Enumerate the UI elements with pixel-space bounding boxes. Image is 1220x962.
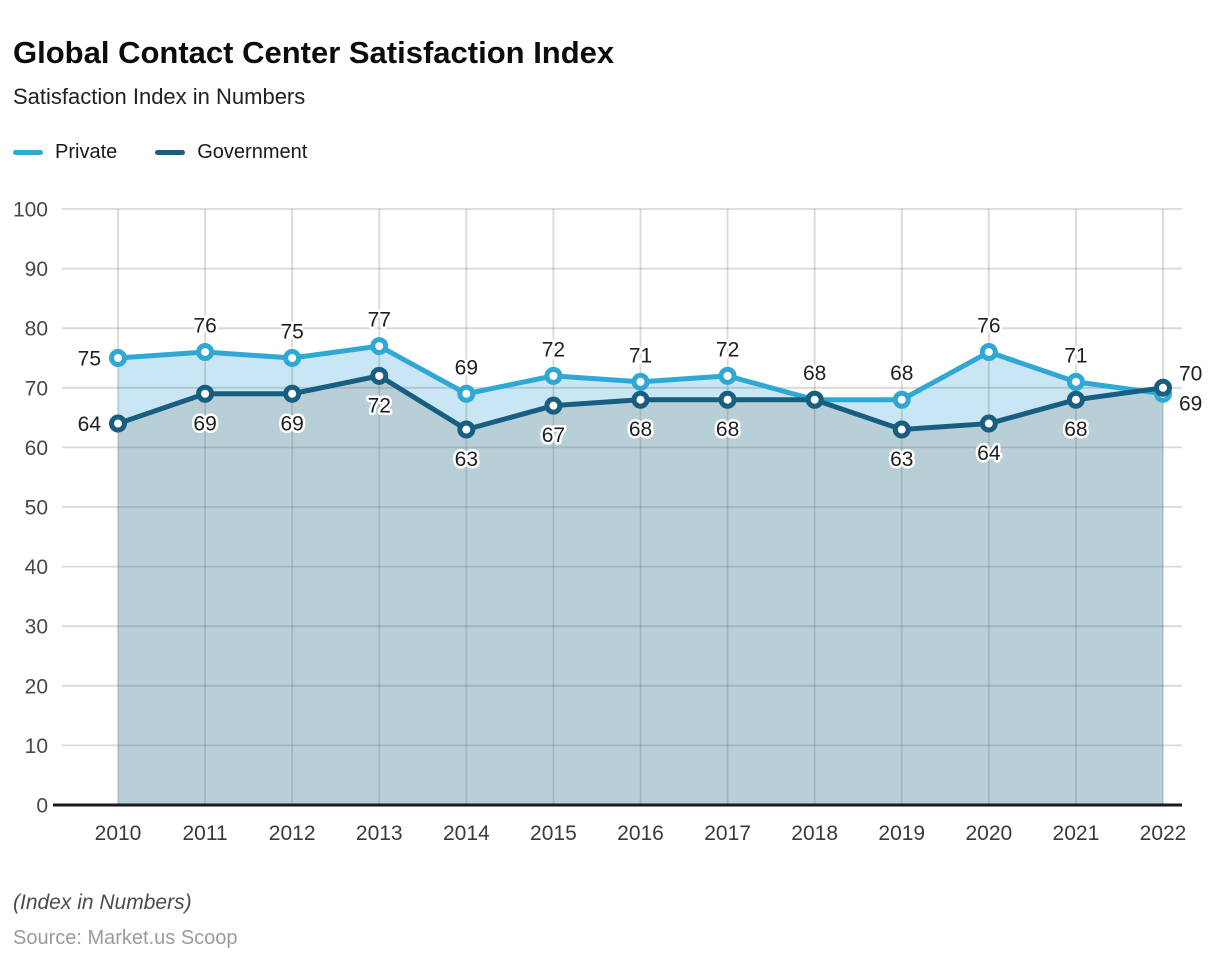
x-tick-label: 2011 (182, 822, 227, 845)
point-private-2017[interactable] (718, 366, 737, 385)
point-private-2014[interactable] (457, 384, 476, 403)
legend-swatch-icon (155, 150, 186, 155)
government-area (118, 375, 1163, 805)
x-tick-label: 2020 (965, 822, 1012, 845)
point-government-2018[interactable] (805, 390, 824, 409)
value-label-private-2013: 77 (368, 309, 391, 332)
value-label-private-2022: 69 (1179, 392, 1202, 415)
x-tick-label: 2019 (878, 822, 925, 845)
x-tick-label: 2010 (95, 822, 142, 845)
y-tick-label: 10 (25, 735, 48, 758)
point-government-2011[interactable] (196, 384, 215, 403)
point-government-2020[interactable] (979, 414, 998, 433)
point-private-2020[interactable] (979, 343, 998, 362)
value-label-private-2021: 71 (1064, 344, 1087, 367)
point-private-2015[interactable] (544, 366, 563, 385)
x-tick-label: 2013 (356, 822, 403, 845)
y-tick-label: 100 (13, 199, 48, 222)
point-private-2021[interactable] (1066, 372, 1085, 391)
x-tick-label: 2014 (443, 822, 490, 845)
value-label-private-2011: 76 (193, 315, 216, 338)
value-label-private-2016: 71 (629, 344, 652, 367)
point-government-2014[interactable] (457, 420, 476, 439)
legend-item-government[interactable]: Government (155, 141, 307, 164)
point-government-2013[interactable] (370, 366, 389, 385)
y-tick-label: 0 (36, 795, 48, 818)
point-government-2012[interactable] (283, 384, 302, 403)
x-tick-label: 2016 (617, 822, 664, 845)
point-private-2012[interactable] (283, 349, 302, 367)
chart-subtitle: Satisfaction Index in Numbers (13, 84, 306, 109)
point-private-2016[interactable] (631, 372, 650, 391)
y-tick-label: 50 (25, 497, 48, 520)
value-label-government-2015: 67 (542, 424, 565, 447)
point-private-2013[interactable] (370, 337, 389, 356)
y-tick-label: 90 (25, 258, 48, 281)
point-government-2015[interactable] (544, 396, 563, 415)
y-tick-label: 80 (25, 318, 48, 341)
point-private-2011[interactable] (196, 343, 215, 362)
legend-item-private[interactable]: Private (13, 141, 117, 164)
value-label-government-2012: 69 (280, 412, 303, 435)
y-tick-label: 40 (25, 556, 48, 579)
value-label-government-2014: 63 (455, 448, 478, 471)
x-tick-label: 2012 (269, 822, 316, 845)
value-label-private-2014: 69 (455, 356, 478, 379)
y-tick-label: 60 (25, 437, 48, 460)
value-label-government-2016: 68 (629, 418, 652, 441)
value-label-private-2015: 72 (542, 338, 565, 361)
value-label-private-2018: 68 (803, 362, 826, 385)
value-label-private-2020: 76 (977, 315, 1000, 338)
point-government-2010[interactable] (109, 414, 127, 433)
y-tick-label: 20 (25, 675, 48, 698)
legend-label: Private (55, 141, 118, 163)
point-private-2010[interactable] (109, 349, 127, 367)
value-label-private-2012: 75 (280, 321, 303, 344)
legend-label: Government (197, 141, 308, 163)
value-label-private-2017: 72 (716, 338, 739, 361)
value-label-private-2019: 68 (890, 362, 913, 385)
value-label-government-2013: 72 (368, 394, 391, 417)
point-government-2017[interactable] (718, 390, 737, 409)
value-label-government-2017: 68 (716, 418, 739, 441)
value-label-government-2019: 63 (890, 448, 913, 471)
point-government-2016[interactable] (631, 390, 650, 409)
x-tick-label: 2022 (1140, 822, 1187, 845)
y-tick-label: 70 (25, 377, 48, 400)
point-government-2022[interactable] (1154, 378, 1172, 397)
value-label-government-2021: 68 (1064, 418, 1087, 441)
point-government-2019[interactable] (892, 420, 911, 439)
chart-title: Global Contact Center Satisfaction Index (13, 34, 615, 70)
legend: Private Government (13, 141, 307, 164)
legend-swatch-icon (13, 150, 43, 155)
point-government-2021[interactable] (1066, 390, 1085, 409)
gridlines (62, 208, 1182, 805)
y-tick-label: 30 (25, 616, 48, 639)
source-credit: Source: Market.us Scoop (13, 927, 238, 949)
value-label-government-2020: 64 (977, 442, 1001, 465)
value-label-government-2010: 64 (78, 413, 102, 436)
point-private-2019[interactable] (892, 390, 911, 409)
axis-unit-note: (Index in Numbers) (13, 891, 192, 914)
x-tick-label: 2015 (530, 822, 577, 845)
value-label-government-2022: 70 (1179, 362, 1202, 385)
value-label-private-2010: 75 (78, 348, 101, 371)
x-tick-label: 2018 (791, 822, 838, 845)
x-tick-label: 2021 (1053, 822, 1100, 845)
x-tick-label: 2017 (704, 822, 751, 845)
value-label-government-2011: 69 (193, 412, 216, 435)
